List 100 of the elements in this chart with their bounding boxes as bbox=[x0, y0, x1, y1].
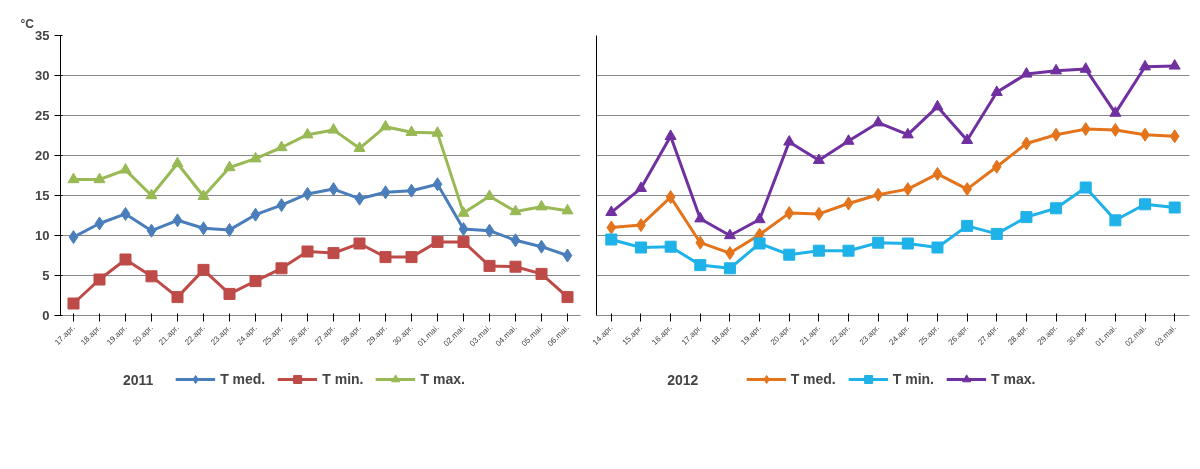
point bbox=[723, 228, 736, 240]
point bbox=[120, 206, 131, 221]
y-tick-label: 25 bbox=[35, 108, 50, 123]
point bbox=[843, 196, 854, 211]
point bbox=[931, 99, 944, 111]
point bbox=[431, 126, 444, 137]
point bbox=[327, 123, 340, 134]
point bbox=[783, 248, 796, 261]
point bbox=[250, 207, 261, 222]
point bbox=[223, 160, 236, 172]
point bbox=[561, 203, 574, 215]
y-tick-label: 20 bbox=[35, 148, 50, 163]
point bbox=[119, 253, 132, 266]
point bbox=[172, 213, 183, 228]
point bbox=[991, 159, 1002, 174]
point bbox=[405, 125, 418, 136]
point bbox=[1168, 201, 1181, 214]
point bbox=[405, 251, 418, 264]
point bbox=[146, 223, 157, 238]
point bbox=[432, 177, 443, 192]
point bbox=[457, 206, 470, 217]
point bbox=[145, 188, 158, 200]
point bbox=[872, 115, 885, 127]
point bbox=[93, 273, 106, 286]
point bbox=[276, 198, 287, 213]
point bbox=[224, 222, 235, 237]
point bbox=[68, 230, 79, 245]
point bbox=[990, 85, 1003, 96]
legend-label: T min. bbox=[892, 371, 934, 387]
point bbox=[1021, 136, 1032, 151]
point bbox=[483, 189, 496, 200]
point bbox=[902, 182, 913, 197]
point bbox=[723, 262, 736, 275]
point bbox=[1139, 198, 1152, 211]
y-tick-label: 5 bbox=[42, 268, 50, 283]
y-tick-label: 35 bbox=[35, 28, 50, 43]
point bbox=[171, 291, 184, 304]
point bbox=[842, 244, 855, 257]
point bbox=[1020, 211, 1033, 224]
point bbox=[509, 204, 522, 216]
point bbox=[354, 191, 365, 206]
y-tick-label: 30 bbox=[35, 68, 50, 83]
point bbox=[1110, 122, 1121, 137]
point bbox=[694, 259, 707, 272]
y-axis-title: °C bbox=[20, 16, 35, 31]
point bbox=[535, 199, 548, 211]
point bbox=[198, 221, 209, 236]
point bbox=[605, 233, 618, 246]
point bbox=[1169, 129, 1180, 144]
point bbox=[223, 287, 236, 300]
point bbox=[353, 237, 366, 250]
point bbox=[842, 134, 855, 145]
point bbox=[1050, 202, 1063, 215]
point bbox=[406, 183, 417, 198]
point bbox=[1109, 214, 1122, 227]
point bbox=[535, 267, 548, 280]
point bbox=[931, 241, 944, 254]
point bbox=[328, 182, 339, 197]
point bbox=[249, 151, 262, 163]
point bbox=[510, 233, 521, 248]
point bbox=[812, 153, 825, 164]
point bbox=[664, 129, 677, 140]
point bbox=[812, 244, 825, 257]
point bbox=[1050, 63, 1063, 75]
point bbox=[784, 206, 795, 221]
point bbox=[634, 241, 647, 254]
point bbox=[301, 245, 314, 258]
point bbox=[67, 172, 80, 184]
point bbox=[990, 227, 1003, 240]
point bbox=[379, 119, 392, 131]
point bbox=[873, 187, 884, 202]
point bbox=[379, 251, 392, 264]
point bbox=[536, 239, 547, 254]
y-tick-label: 0 bbox=[42, 308, 50, 323]
point bbox=[961, 133, 974, 144]
point bbox=[457, 235, 470, 248]
point bbox=[634, 181, 647, 192]
point bbox=[197, 189, 210, 200]
legend-label: T max. bbox=[991, 371, 1036, 387]
point bbox=[694, 211, 707, 223]
point bbox=[901, 127, 914, 139]
point bbox=[380, 185, 391, 200]
point bbox=[171, 156, 184, 168]
point bbox=[1079, 181, 1092, 194]
point bbox=[327, 247, 340, 260]
legend-label: T med. bbox=[220, 371, 266, 387]
legend-label: T min. bbox=[322, 371, 364, 387]
point bbox=[93, 172, 106, 184]
y-tick-label: 10 bbox=[35, 228, 50, 243]
point bbox=[249, 275, 262, 288]
legend-label: T med. bbox=[790, 371, 836, 387]
point bbox=[353, 141, 366, 152]
point bbox=[145, 270, 158, 283]
point bbox=[1139, 59, 1152, 71]
point bbox=[275, 140, 288, 152]
point bbox=[605, 205, 618, 216]
point bbox=[932, 166, 943, 181]
point bbox=[1079, 62, 1092, 73]
point bbox=[94, 216, 105, 231]
point bbox=[1168, 59, 1181, 70]
